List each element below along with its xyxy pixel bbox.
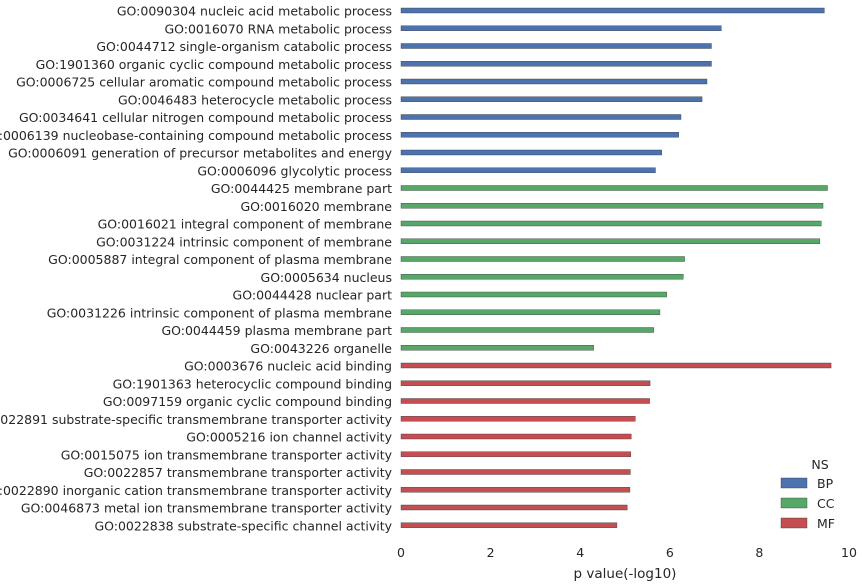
category-label: GO:0031224 intrinsic component of membra… xyxy=(96,234,392,249)
category-label: GO:0006725 cellular aromatic compound me… xyxy=(16,75,392,90)
legend-items: BP CC MF xyxy=(780,476,835,531)
legend-label-bp: BP xyxy=(817,476,834,491)
category-label: GO:0046873 metal ion transmembrane trans… xyxy=(21,501,393,516)
category-label: GO:0016021 integral component of membran… xyxy=(98,217,393,232)
legend: NS BP CC MF xyxy=(780,457,835,531)
category-labels: GO:0090304 nucleic acid metabolic proces… xyxy=(0,4,393,534)
bar-cc xyxy=(400,220,822,227)
x-tick-label: 4 xyxy=(576,545,584,560)
category-label: GO:0046483 heterocycle metabolic process xyxy=(118,92,392,107)
bar-mf xyxy=(400,362,832,369)
legend-title: NS xyxy=(811,457,828,472)
x-tick-label: 8 xyxy=(755,545,763,560)
category-label: GO:0005634 nucleus xyxy=(261,270,392,285)
category-label: GO:0006139 nucleobase-containing compoun… xyxy=(0,128,392,143)
bar-cc xyxy=(400,185,828,191)
bar-bp xyxy=(400,132,679,138)
bar-cc xyxy=(400,274,684,280)
bar-mf xyxy=(400,487,631,493)
bar-bp xyxy=(400,78,708,85)
bar-cc xyxy=(400,327,654,333)
category-label: GO:0034641 cellular nitrogen compound me… xyxy=(19,110,392,125)
category-label: GO:0003676 nucleic acid binding xyxy=(184,359,392,374)
legend-label-cc: CC xyxy=(817,496,835,511)
bar-mf xyxy=(400,451,632,457)
bar-bp xyxy=(400,7,825,14)
legend-swatch-bp xyxy=(780,477,808,489)
category-label: GO:1901360 organic cyclic compound metab… xyxy=(36,57,392,72)
category-label: GO:0006096 glycolytic process xyxy=(197,163,392,178)
bar-bp xyxy=(400,25,722,31)
category-label: GO:0097159 organic cyclic compound bindi… xyxy=(103,394,392,409)
bar-mf xyxy=(400,416,636,422)
x-axis-title: p value(-log10) xyxy=(574,566,677,582)
bar-cc xyxy=(400,203,824,209)
bar-bp xyxy=(400,167,656,173)
bar-mf xyxy=(400,469,631,475)
bar-cc xyxy=(400,345,594,351)
bar-cc xyxy=(400,309,661,315)
bar-cc xyxy=(400,256,685,262)
category-label: GO:0043226 organelle xyxy=(250,341,392,356)
legend-swatch-mf xyxy=(780,517,808,529)
bar-mf xyxy=(400,433,632,440)
x-axis-ticks: 0 2 4 6 8 10 xyxy=(397,545,857,560)
category-label: GO:0044425 membrane part xyxy=(211,181,392,196)
bar-bp xyxy=(400,61,712,67)
category-label: GO:0015075 ion transmembrane transporter… xyxy=(61,447,393,462)
category-label: GO:0044459 plasma membrane part xyxy=(161,323,392,338)
category-label: GO:0005216 ion channel activity xyxy=(186,430,392,445)
bar-mf xyxy=(400,398,650,404)
category-label: GO:0022857 transmembrane transporter act… xyxy=(84,465,393,480)
category-label: GO:0016020 membrane xyxy=(240,199,392,214)
bar-cc xyxy=(400,238,821,244)
bar-bp xyxy=(400,149,662,156)
bar-cc xyxy=(400,291,667,298)
bar-mf xyxy=(400,504,628,511)
x-tick-label: 10 xyxy=(841,545,857,560)
category-label: GO:0022890 inorganic cation transmembran… xyxy=(0,483,393,498)
category-label: GO:0044712 single-organism catabolic pro… xyxy=(96,39,392,54)
bar-bp xyxy=(400,43,712,49)
category-label: GO:0044428 nuclear part xyxy=(233,288,393,303)
x-tick-label: 2 xyxy=(487,545,495,560)
bar-bp xyxy=(400,114,682,120)
category-label: GO:0006091 generation of precursor metab… xyxy=(8,146,393,161)
category-label: GO:0031226 intrinsic component of plasma… xyxy=(47,305,393,320)
category-label: GO:1901363 heterocyclic compound binding xyxy=(113,376,392,391)
bars-layer xyxy=(400,7,832,528)
bar-bp xyxy=(400,96,703,102)
category-label: GO:0090304 nucleic acid metabolic proces… xyxy=(117,4,392,19)
bar-mf xyxy=(400,380,651,386)
x-tick-label: 6 xyxy=(666,545,674,560)
legend-label-mf: MF xyxy=(817,516,835,531)
category-label: GO:0005887 integral component of plasma … xyxy=(48,252,392,267)
category-label: GO:0016070 RNA metabolic process xyxy=(164,21,392,36)
x-tick-label: 0 xyxy=(397,545,405,560)
bar-mf xyxy=(400,522,618,528)
category-label: GO:0022891 substrate-specific transmembr… xyxy=(0,412,393,427)
legend-swatch-cc xyxy=(780,497,808,509)
category-label: GO:0022838 substrate-specific channel ac… xyxy=(94,518,392,533)
